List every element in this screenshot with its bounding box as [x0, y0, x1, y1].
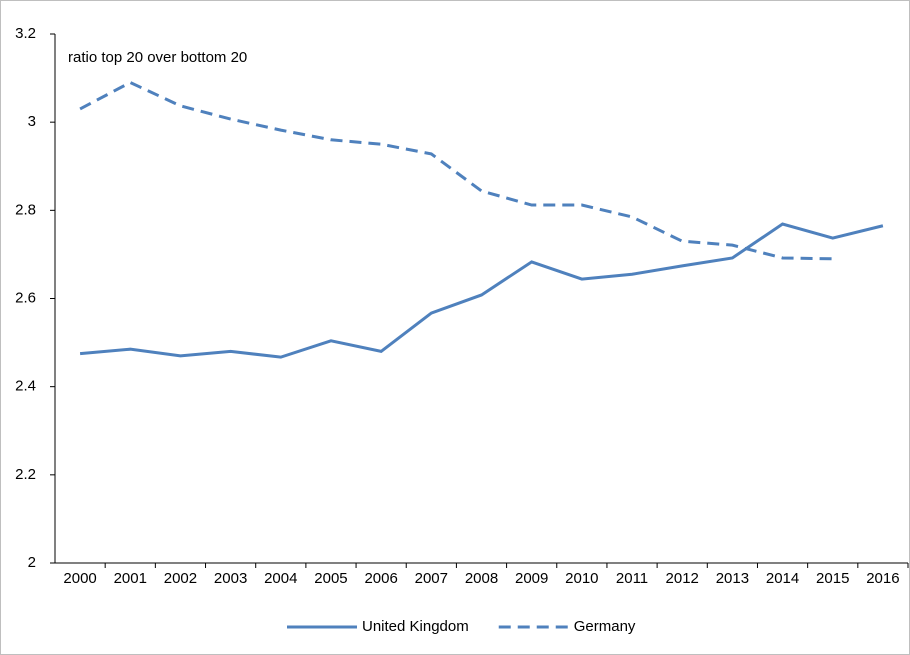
series-line: [79, 222, 884, 359]
y-tick-label: 2.8: [15, 201, 36, 218]
x-tick-label: 2012: [666, 570, 699, 587]
y-tick-label: 2.4: [15, 378, 36, 395]
x-tick-label: 2008: [465, 570, 498, 587]
x-tick-label: 2014: [766, 570, 799, 587]
x-tick-label: 2010: [565, 570, 598, 587]
x-tick-label: 2003: [214, 570, 247, 587]
legend-label: United Kingdom: [362, 618, 469, 635]
legend-label: Germany: [574, 618, 636, 635]
x-tick-label: 2016: [866, 570, 899, 587]
x-tick-label: 2007: [415, 570, 448, 587]
x-tick-label: 2013: [716, 570, 749, 587]
y-tick-label: 3.2: [15, 25, 36, 42]
x-tick-label: 2011: [616, 570, 648, 587]
x-tick-label: 2009: [515, 570, 548, 587]
y-tick-label: 2.2: [15, 466, 36, 483]
y-tick-label: 2: [28, 554, 36, 571]
x-tick-label: 2002: [164, 570, 197, 587]
y-tick-label: 3: [28, 113, 36, 130]
series-line: [79, 80, 833, 261]
x-tick-label: 2001: [114, 570, 147, 587]
x-tick-label: 2000: [63, 570, 96, 587]
annotation: ratio top 20 over bottom 20: [68, 49, 247, 66]
y-tick-label: 2.6: [15, 289, 36, 306]
x-tick-label: 2005: [314, 570, 347, 587]
x-tick-label: 2015: [816, 570, 849, 587]
x-tick-label: 2004: [264, 570, 297, 587]
x-tick-label: 2006: [364, 570, 397, 587]
